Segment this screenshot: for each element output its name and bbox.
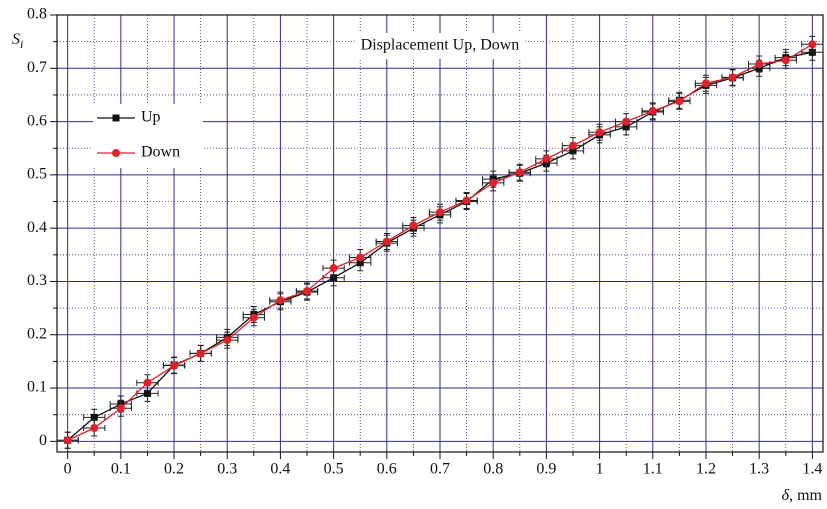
x-tick-label: 1: [596, 461, 604, 478]
x-tick-label: 0.7: [430, 461, 450, 478]
marker: [223, 336, 232, 345]
x-tick-label: 0.8: [483, 461, 503, 478]
marker: [675, 97, 684, 106]
marker: [542, 154, 551, 163]
y-tick-label: 0.4: [27, 219, 47, 236]
marker: [568, 141, 577, 150]
marker: [436, 208, 444, 217]
marker: [196, 349, 205, 358]
legend-marker: [112, 149, 120, 157]
x-tick-label: 0.1: [111, 461, 131, 478]
marker: [648, 106, 657, 115]
marker: [622, 117, 631, 126]
y-tick-label: 0.6: [27, 112, 47, 129]
marker: [489, 178, 498, 187]
x-axis-label: δ, mm: [782, 487, 823, 504]
marker: [755, 60, 764, 69]
marker: [143, 378, 152, 387]
marker: [63, 436, 72, 445]
x-tick-label: 0.2: [164, 461, 184, 478]
y-axis-label-main: S: [12, 31, 20, 48]
legend-label: Up: [141, 109, 161, 126]
marker: [409, 221, 418, 230]
marker: [808, 40, 817, 49]
y-axis-label-sub: i: [20, 37, 23, 51]
marker: [728, 73, 737, 82]
y-tick-label: 0.2: [27, 325, 47, 342]
marker: [781, 56, 790, 65]
marker: [143, 389, 151, 397]
marker: [276, 296, 285, 305]
y-tick-label: 0.1: [27, 379, 47, 396]
plot-frame: [56, 14, 824, 453]
x-tick-label: 1.3: [749, 461, 769, 478]
x-tick-label: 0: [64, 461, 72, 478]
x-tick-label: 1.2: [696, 461, 716, 478]
x-tick-label: 1.4: [802, 461, 822, 478]
y-axis-label: Si: [12, 31, 23, 51]
marker: [90, 413, 98, 421]
marker: [515, 168, 524, 177]
marker: [462, 196, 471, 205]
x-tick-label: 0.4: [270, 461, 290, 478]
marker: [116, 404, 125, 413]
marker: [701, 79, 710, 88]
y-tick-label: 0.5: [27, 166, 47, 183]
legend-marker: [112, 114, 120, 122]
x-tick-label: 0.9: [536, 461, 556, 478]
annotation: Displacement Up, Down: [361, 37, 520, 54]
marker: [249, 313, 258, 322]
x-axis-label-symbol: δ: [782, 487, 790, 504]
marker: [595, 128, 604, 137]
legend-box: [93, 104, 203, 168]
marker: [382, 237, 391, 246]
marker: [330, 274, 338, 282]
marker: [303, 287, 312, 296]
annotation-box: [355, 33, 525, 59]
x-tick-label: 0.5: [324, 461, 344, 478]
marker: [329, 264, 338, 273]
marker: [90, 424, 99, 433]
x-tick-label: 0.6: [377, 461, 397, 478]
legend-label: Down: [141, 144, 180, 161]
x-tick-label: 1.1: [643, 461, 663, 478]
y-tick-label: 0.3: [27, 272, 47, 289]
marker: [170, 361, 179, 370]
x-tick-label: 0.3: [217, 461, 237, 478]
y-tick-label: 0.8: [27, 6, 47, 23]
x-axis-label-unit: , mm: [789, 487, 822, 504]
y-tick-label: 0.7: [27, 59, 47, 76]
marker: [356, 253, 365, 262]
y-tick-label: 0: [39, 432, 47, 449]
